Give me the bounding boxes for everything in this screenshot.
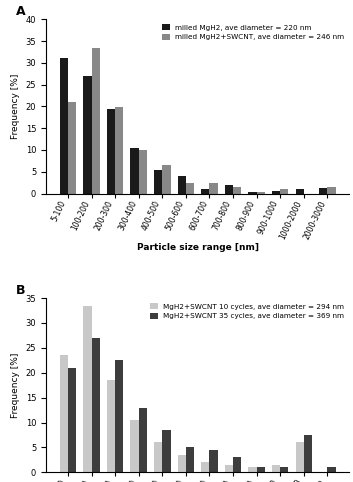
Bar — [60, 58, 68, 194]
Bar — [178, 176, 186, 194]
Bar — [115, 107, 124, 194]
Bar — [209, 450, 218, 472]
Bar — [233, 457, 241, 472]
Bar — [131, 148, 139, 194]
Bar — [295, 442, 304, 472]
Text: B: B — [16, 284, 25, 297]
Bar — [328, 187, 336, 194]
Bar — [201, 462, 209, 472]
Bar — [107, 380, 115, 472]
Legend: milled MgH2, ave diameter = 220 nm, milled MgH2+SWCNT, ave diameter = 246 nm: milled MgH2, ave diameter = 220 nm, mill… — [161, 23, 346, 41]
Bar — [272, 465, 280, 472]
Bar — [249, 192, 257, 194]
Bar — [60, 355, 68, 472]
Bar — [91, 338, 100, 472]
Bar — [162, 430, 170, 472]
Bar — [139, 408, 147, 472]
Bar — [280, 189, 288, 194]
Bar — [328, 468, 336, 472]
Bar — [131, 420, 139, 472]
Y-axis label: Frequency [%]: Frequency [%] — [11, 74, 20, 139]
Bar — [209, 183, 218, 194]
Text: A: A — [16, 5, 25, 18]
Y-axis label: Frequency [%]: Frequency [%] — [11, 352, 20, 418]
Bar — [257, 468, 265, 472]
Bar — [178, 455, 186, 472]
Bar — [68, 368, 76, 472]
Bar — [83, 306, 91, 472]
Bar — [249, 468, 257, 472]
Bar — [83, 76, 91, 194]
Bar — [154, 170, 162, 194]
Bar — [162, 165, 170, 194]
Bar — [280, 468, 288, 472]
Bar — [201, 189, 209, 194]
Bar — [304, 435, 312, 472]
Bar — [115, 361, 124, 472]
Bar — [107, 108, 115, 194]
Bar — [233, 187, 241, 194]
Legend: MgH2+SWCNT 10 cycles, ave diameter = 294 nm, MgH2+SWCNT 35 cycles, ave diameter : MgH2+SWCNT 10 cycles, ave diameter = 294… — [149, 302, 346, 321]
Bar — [139, 150, 147, 194]
Bar — [272, 191, 280, 194]
Bar — [186, 183, 194, 194]
Bar — [154, 442, 162, 472]
X-axis label: Particle size range [nm]: Particle size range [nm] — [137, 243, 259, 253]
Bar — [295, 189, 304, 194]
Bar — [319, 188, 328, 194]
Bar — [257, 192, 265, 194]
Bar — [68, 102, 76, 194]
Bar — [186, 447, 194, 472]
Bar — [225, 465, 233, 472]
Bar — [91, 48, 100, 194]
Bar — [225, 185, 233, 194]
